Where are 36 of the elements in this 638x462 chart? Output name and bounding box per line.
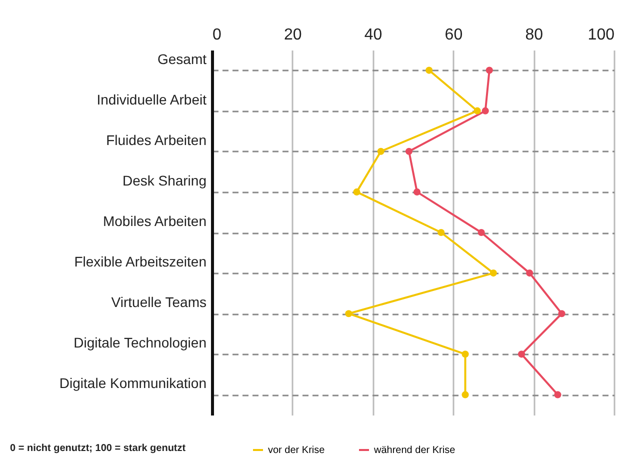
text: 0 = nicht genutzt; 100 = stark genutzt	[10, 443, 186, 454]
x-tick-label: 60	[444, 26, 463, 44]
point	[353, 188, 360, 196]
y-tick-label: Flexible Arbeitszeiten	[74, 254, 206, 270]
point	[554, 391, 562, 398]
x-tick-label: 20	[284, 26, 302, 44]
x-tick-label: 40	[364, 26, 382, 44]
point	[482, 107, 489, 114]
x-tick-label: 100	[588, 26, 615, 44]
y-tick-label: Desk Sharing	[122, 172, 206, 188]
y-tick-label: Digitale Kommunikation	[59, 375, 206, 392]
point	[526, 270, 534, 277]
point	[426, 66, 433, 74]
x-tick-label: 80	[525, 26, 544, 44]
point	[474, 107, 481, 114]
y-tick-label: Digitale Technologien	[74, 334, 206, 351]
point	[462, 391, 469, 398]
y-tick-label: Individuelle Arbeit	[96, 91, 207, 108]
point	[438, 228, 445, 236]
x-tick-label: 0	[212, 26, 222, 44]
point	[478, 228, 485, 236]
point	[462, 350, 469, 358]
point	[558, 310, 566, 318]
y-tick-label: Mobiles Arbeiten	[102, 213, 206, 229]
legend-label: während der Krise	[373, 445, 456, 456]
point	[377, 148, 384, 155]
legend-label: vor der Krise	[268, 445, 326, 456]
point	[518, 350, 526, 358]
point	[345, 310, 352, 318]
point	[486, 66, 493, 74]
point	[490, 270, 497, 277]
y-tick-label: Fluides Arbeiten	[106, 132, 206, 148]
y-tick-label: Gesamt	[157, 50, 207, 67]
point	[405, 148, 413, 155]
y-tick-label: Virtuelle Teams	[111, 294, 206, 310]
point	[413, 188, 421, 196]
